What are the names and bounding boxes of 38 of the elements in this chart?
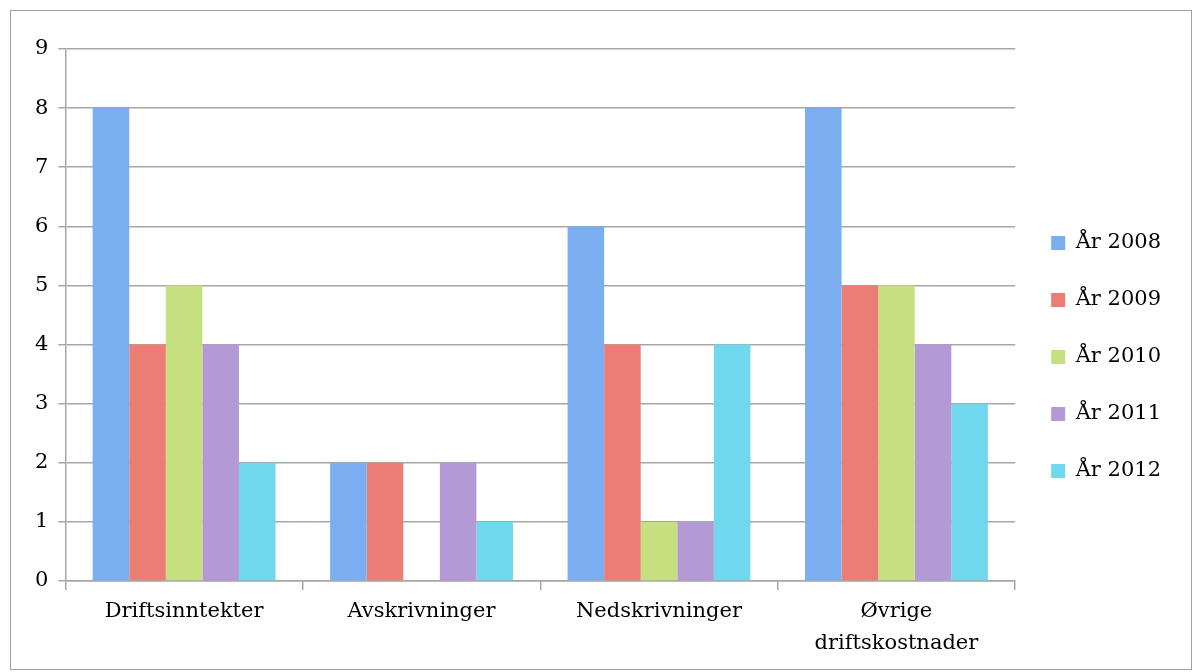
bar	[640, 521, 678, 581]
y-tick-label: 3	[34, 390, 49, 415]
x-tick-label: Driftsinntekter	[104, 598, 265, 623]
legend-label: År 2012	[1074, 456, 1162, 482]
bar	[914, 344, 952, 581]
y-tick-label: 5	[34, 271, 49, 296]
bar	[238, 462, 276, 581]
y-tick-label: 7	[34, 153, 49, 178]
bar	[677, 521, 714, 581]
y-tick-label: 9	[34, 35, 49, 60]
bar	[567, 226, 605, 581]
bar	[878, 285, 915, 581]
y-tick-label: 1	[34, 508, 49, 533]
y-tick-label: 4	[34, 331, 49, 356]
x-tick-label: Øvrige driftskostnader	[814, 598, 980, 654]
bar	[713, 344, 751, 581]
legend-label: År 2010	[1074, 342, 1162, 368]
bar	[604, 344, 641, 581]
legend-label: År 2009	[1074, 285, 1162, 311]
bar	[951, 403, 988, 581]
bar	[805, 108, 842, 581]
bar	[330, 462, 367, 581]
bar	[439, 462, 477, 581]
bar	[841, 285, 879, 581]
y-tick-label: 2	[34, 449, 49, 474]
bar	[202, 344, 239, 581]
legend-label: År 2008	[1074, 228, 1162, 254]
y-tick-label: 6	[34, 212, 49, 237]
bar	[165, 285, 203, 581]
bar	[366, 462, 404, 581]
y-tick-label: 8	[34, 94, 49, 119]
x-tick-label: Nedskrivninger	[575, 598, 743, 623]
legend-label: År 2011	[1074, 399, 1162, 425]
bar	[476, 521, 513, 581]
x-tick-label: Avskrivninger	[346, 598, 497, 623]
y-tick-label: 0	[34, 567, 49, 592]
bar	[92, 108, 130, 581]
bar	[129, 344, 166, 581]
